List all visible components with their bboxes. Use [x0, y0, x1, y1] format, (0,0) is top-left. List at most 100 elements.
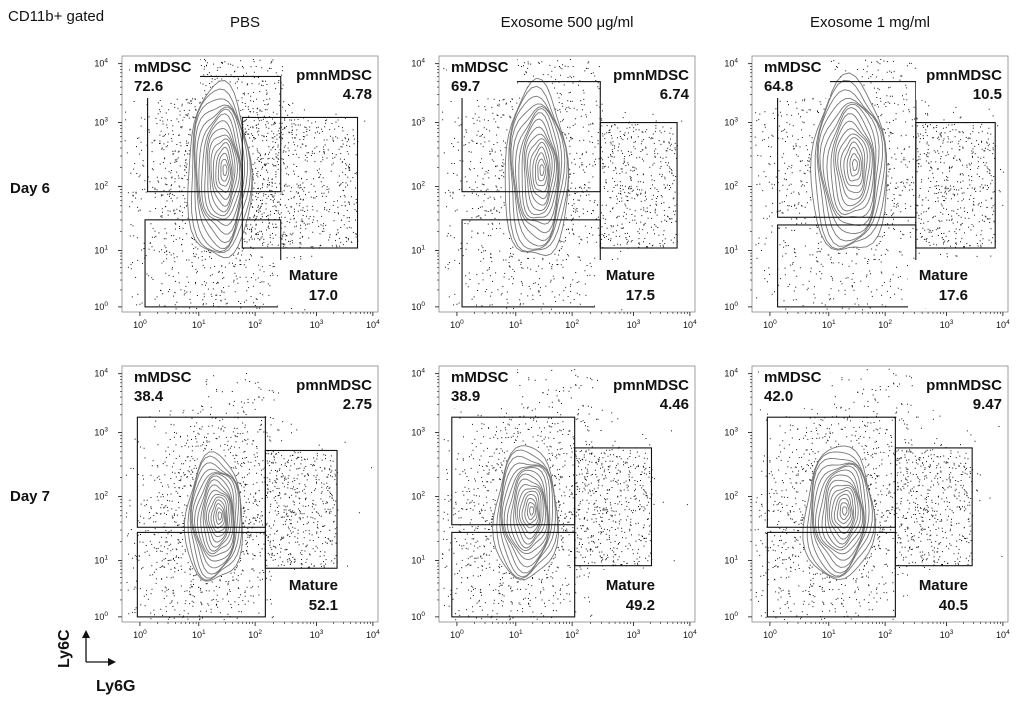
density-contours	[187, 80, 253, 259]
x-tick-label: 102	[248, 629, 262, 640]
x-tick-label: 103	[940, 629, 954, 640]
x-tick-label: 100	[763, 319, 777, 330]
x-tick-label: 102	[878, 319, 892, 330]
y-tick-label: 100	[411, 611, 425, 622]
y-tick-label: 102	[94, 491, 108, 502]
gate-name-mature: Mature	[919, 267, 968, 284]
gate-value-mature: 17.5	[626, 287, 655, 304]
gate-name-mature: Mature	[289, 267, 338, 284]
gate-value-mmdsc: 42.0	[764, 388, 793, 405]
x-tick-label: 100	[450, 319, 464, 330]
axis-direction-arrows	[82, 630, 116, 666]
gate-name-mature: Mature	[289, 577, 338, 594]
gate-pmnmdsc	[915, 122, 996, 249]
panel-2-1: mMDSC38.4pmnMDSC2.75Mature52.11001001011…	[94, 365, 380, 640]
gate-value-mmdsc: 38.9	[451, 388, 480, 405]
panel-1-2: mMDSC69.7pmnMDSC6.74Mature17.51001001011…	[411, 55, 697, 330]
y-tick-label: 104	[411, 368, 425, 379]
y-tick-label: 103	[724, 117, 738, 128]
gate-value-pmnmdsc: 9.47	[973, 396, 1002, 413]
gate-name-pmnmdsc: pmnMDSC	[926, 67, 1002, 84]
x-tick-label: 103	[627, 629, 641, 640]
gate-value-mmdsc: 64.8	[764, 78, 793, 95]
gate-value-pmnmdsc: 10.5	[973, 86, 1002, 103]
gate-value-pmnmdsc: 6.74	[660, 86, 690, 103]
y-tick-label: 101	[94, 555, 108, 566]
axis-ticks: 100 100 101 101 102 102 103 103 104 104	[724, 368, 1010, 640]
y-tick-label: 103	[94, 427, 108, 438]
x-tick-label: 103	[310, 319, 324, 330]
x-tick-label: 104	[683, 319, 697, 330]
axis-ticks: 100 100 101 101 102 102 103 103 104 104	[411, 58, 697, 330]
gate-name-mmdsc: mMDSC	[451, 369, 509, 386]
density-contours	[504, 77, 570, 257]
y-tick-label: 103	[411, 427, 425, 438]
axis-ticks: 100 100 101 101 102 102 103 103 104 104	[94, 58, 380, 330]
plot-frame	[751, 55, 1009, 313]
plot-frame	[121, 365, 379, 623]
y-tick-label: 100	[724, 301, 738, 312]
axis-ticks: 100 100 101 101 102 102 103 103 104 104	[411, 368, 697, 640]
gate-value-mature: 17.6	[939, 287, 968, 304]
y-tick-label: 104	[94, 368, 108, 379]
x-tick-label: 103	[940, 319, 954, 330]
x-tick-label: 102	[565, 629, 579, 640]
gate-value-pmnmdsc: 4.46	[660, 396, 689, 413]
gating-label: CD11b+ gated	[8, 8, 105, 25]
y-tick-label: 101	[724, 245, 738, 256]
gate-pmnmdsc	[599, 122, 678, 249]
axis-ticks: 100 100 101 101 102 102 103 103 104 104	[724, 58, 1010, 330]
gate-name-mature: Mature	[606, 267, 655, 284]
gate-value-mmdsc: 72.6	[134, 78, 163, 95]
x-tick-label: 101	[509, 319, 523, 330]
plot-frame	[438, 365, 696, 623]
y-tick-label: 103	[411, 117, 425, 128]
gate-pmnmdsc	[241, 116, 359, 249]
gate-value-mature: 49.2	[626, 597, 655, 614]
x-tick-label: 101	[192, 319, 206, 330]
gate-pmnmdsc	[574, 447, 653, 567]
y-tick-label: 101	[411, 245, 425, 256]
gate-value-pmnmdsc: 2.75	[343, 396, 372, 413]
gate-name-mature: Mature	[606, 577, 655, 594]
x-tick-label: 103	[627, 319, 641, 330]
x-tick-label: 104	[996, 629, 1010, 640]
y-tick-label: 101	[724, 555, 738, 566]
gate-pmnmdsc	[894, 447, 973, 567]
y-tick-label: 100	[94, 611, 108, 622]
row-label-day7: Day 7	[10, 488, 51, 505]
y-tick-label: 104	[411, 58, 425, 69]
column-title-pbs: PBS	[229, 14, 260, 31]
x-tick-label: 104	[683, 629, 697, 640]
y-tick-label: 103	[724, 427, 738, 438]
panel-2-3: mMDSC42.0pmnMDSC9.47Mature40.51001001011…	[724, 365, 1010, 640]
y-tick-label: 104	[724, 368, 738, 379]
gate-value-pmnmdsc: 4.78	[343, 86, 372, 103]
panel-2-2: mMDSC38.9pmnMDSC4.46Mature49.21001001011…	[411, 365, 697, 640]
event-dots	[754, 368, 1003, 620]
x-tick-label: 101	[192, 629, 206, 640]
y-tick-label: 104	[94, 58, 108, 69]
gate-name-mmdsc: mMDSC	[451, 59, 509, 76]
x-tick-label: 101	[509, 629, 523, 640]
gate-pmnmdsc	[264, 449, 338, 569]
column-title-exo1mg: Exosome 1 mg/ml	[809, 14, 931, 31]
gate-value-mature: 17.0	[309, 287, 338, 304]
column-title-exo500: Exosome 500 μg/ml	[500, 14, 634, 31]
y-tick-label: 102	[411, 491, 425, 502]
plot-frame	[438, 55, 696, 313]
y-tick-label: 101	[94, 245, 108, 256]
gate-name-mmdsc: mMDSC	[134, 369, 192, 386]
y-tick-label: 103	[94, 117, 108, 128]
y-tick-label: 102	[724, 181, 738, 192]
gate-name-pmnmdsc: pmnMDSC	[613, 377, 689, 394]
y-tick-label: 100	[411, 301, 425, 312]
y-tick-label: 101	[411, 555, 425, 566]
gate-value-mmdsc: 69.7	[451, 78, 480, 95]
panel-1-1: mMDSC72.6pmnMDSC4.78Mature17.01001001011…	[94, 55, 380, 330]
density-contours	[492, 445, 560, 581]
gate-name-mmdsc: mMDSC	[764, 369, 822, 386]
plot-frame	[121, 55, 379, 313]
x-tick-label: 101	[822, 319, 836, 330]
